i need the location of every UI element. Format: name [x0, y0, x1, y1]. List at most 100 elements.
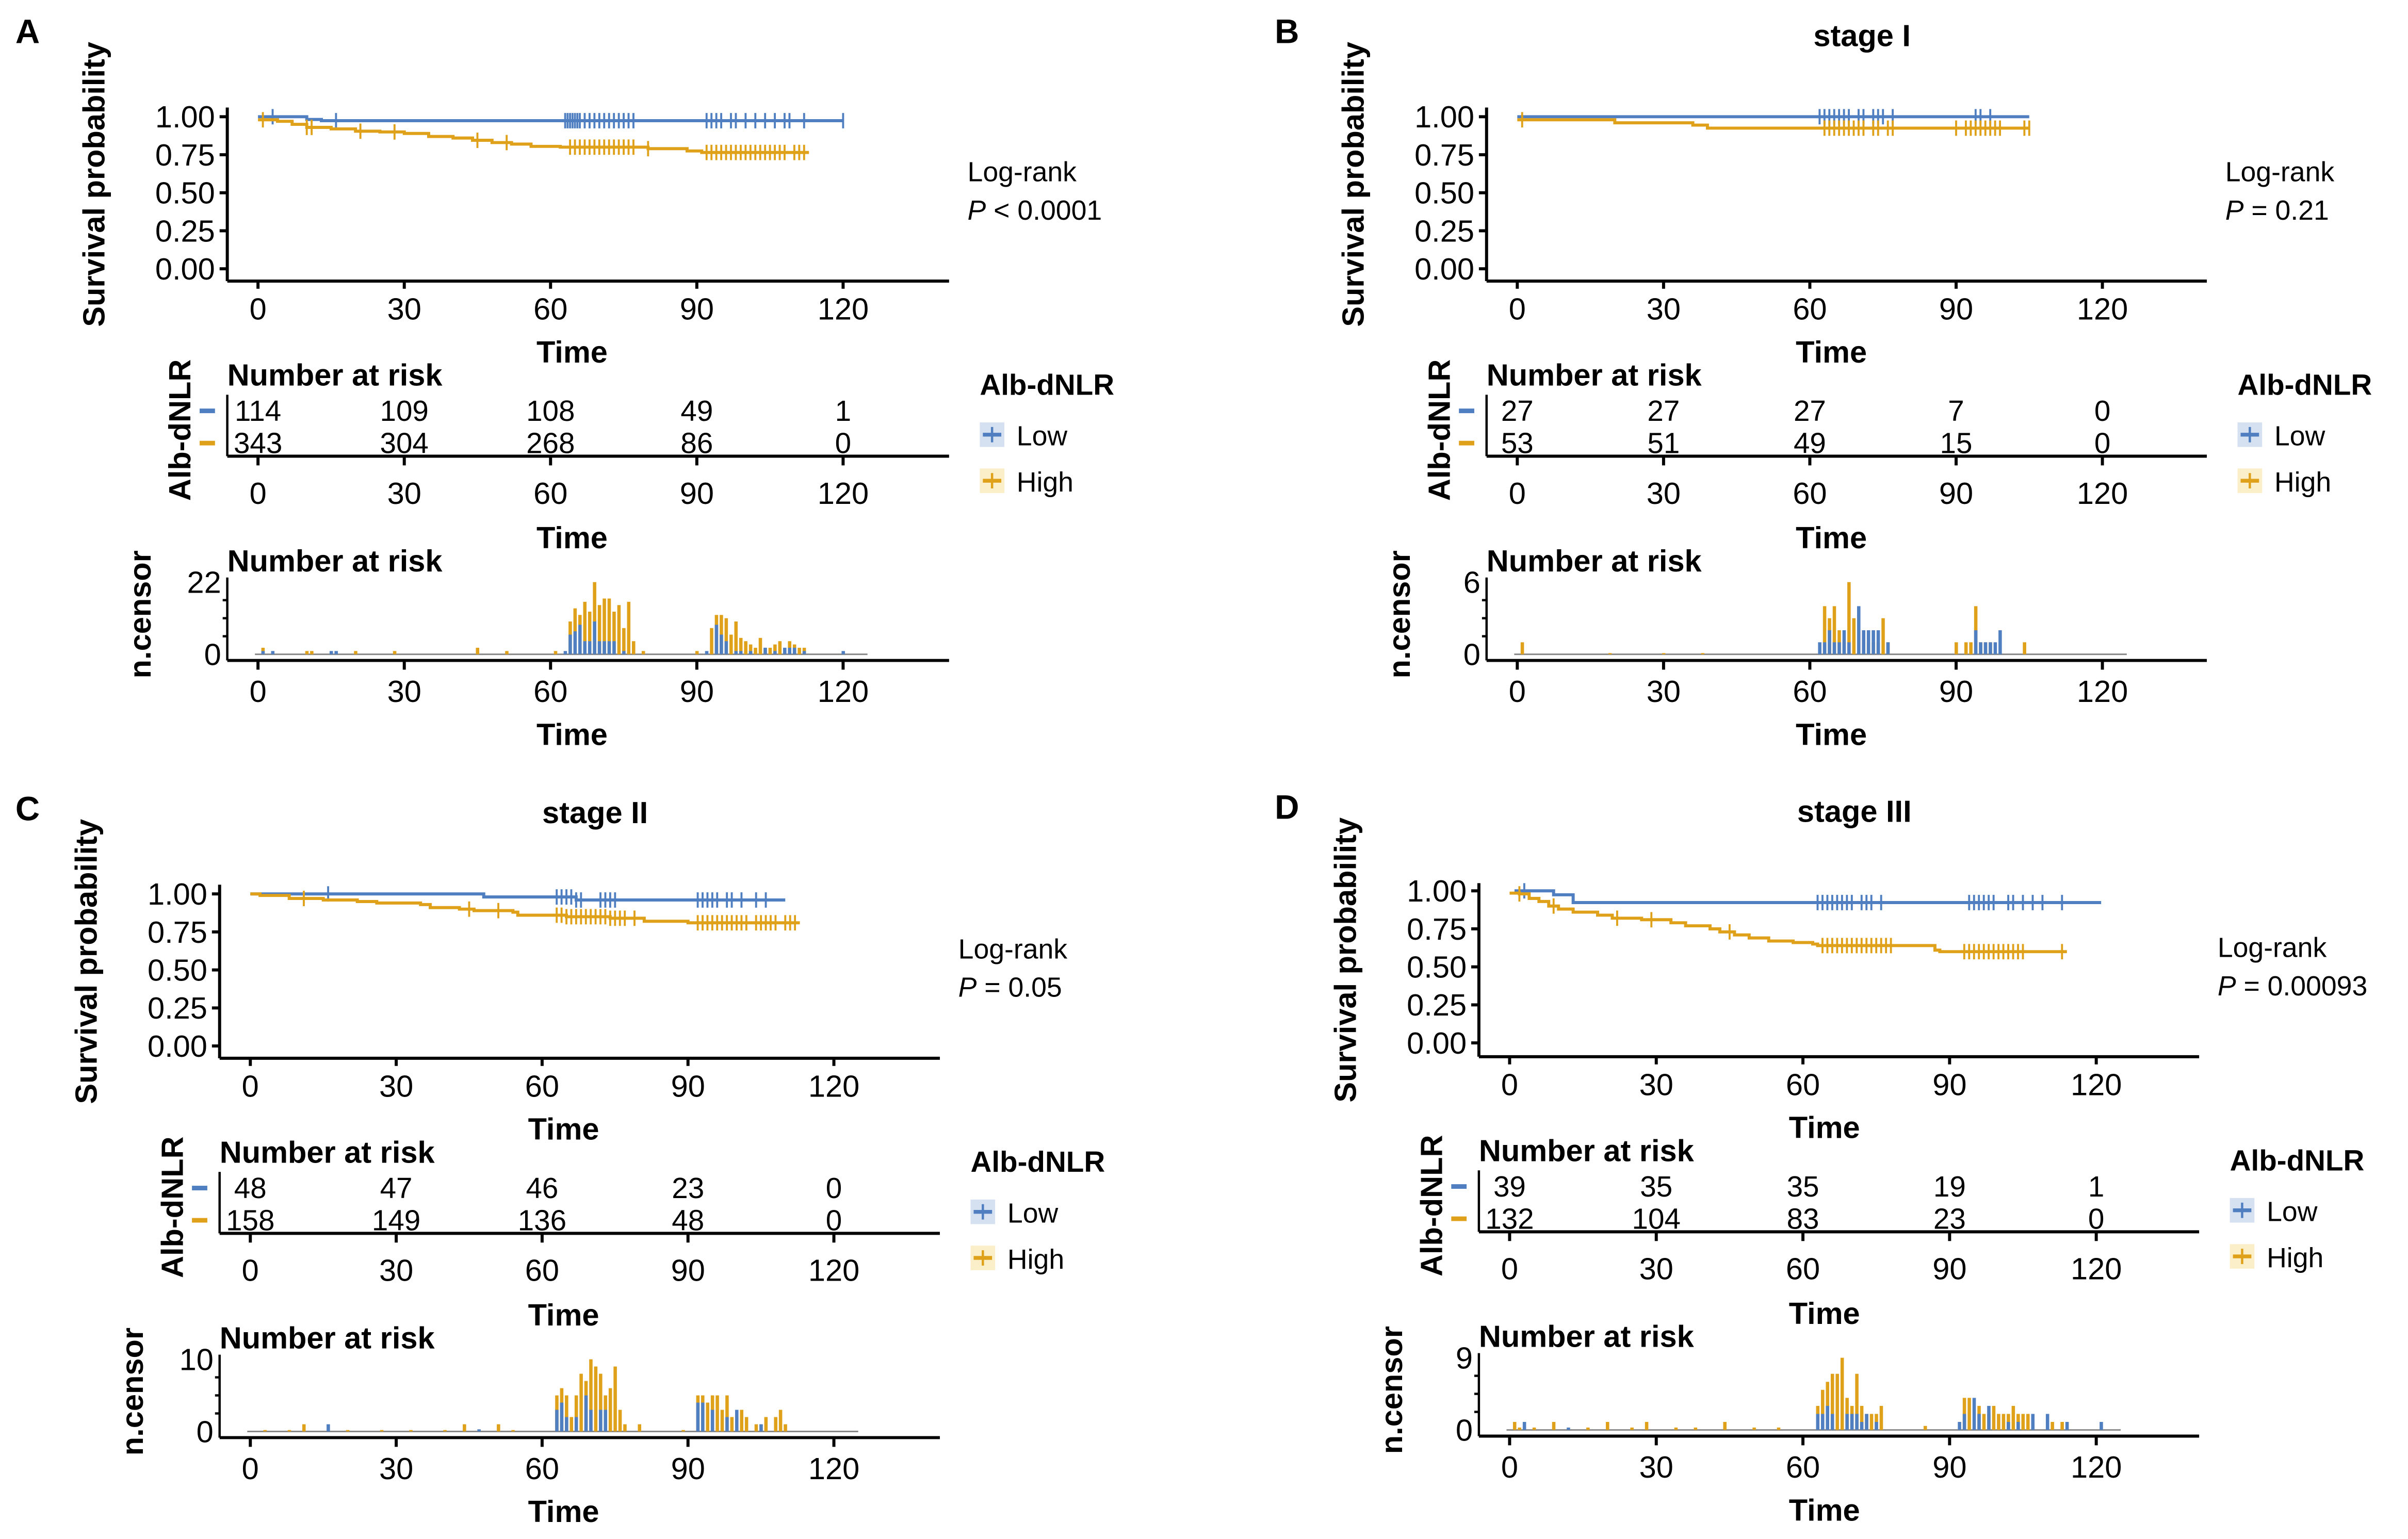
panel-title: stage I — [1813, 18, 1911, 53]
x-tick-label: 120 — [808, 1069, 859, 1103]
logrank-label: Log-rank — [968, 156, 1077, 187]
censor-x-axis-title: Time — [1796, 717, 1867, 751]
y-tick-label: 0.50 — [1407, 950, 1467, 985]
censor-bar-high — [1992, 1405, 1996, 1430]
x-tick-label: 30 — [387, 291, 421, 326]
censor-bar-high — [622, 628, 626, 654]
legend-title: Alb-dNLR — [970, 1145, 1105, 1178]
x-tick-label: 0 — [1501, 1067, 1518, 1102]
risk-value: 104 — [1632, 1202, 1681, 1235]
censor-bar-high — [1860, 1405, 1864, 1430]
censor-x-tick-label: 120 — [2071, 1450, 2122, 1484]
risk-value: 7 — [1948, 395, 1964, 427]
censor-bar-high — [778, 1410, 783, 1432]
censor-bar-high — [1674, 1427, 1678, 1430]
censor-bar-high — [1830, 1373, 1834, 1430]
y-tick-label: 0.00 — [1414, 252, 1474, 286]
p-symbol: P — [968, 195, 986, 226]
censor-x-tick-label: 0 — [1509, 674, 1526, 709]
censor-bar-low — [597, 641, 601, 654]
p-symbol: P — [958, 972, 977, 1003]
censor-bar-high — [2060, 1422, 2064, 1430]
risk-x-tick-label: 120 — [2077, 476, 2128, 511]
censor-bar-high — [554, 651, 558, 654]
risk-x-axis-title: Time — [1796, 520, 1867, 555]
risk-table-title: Number at risk — [1479, 1133, 1695, 1168]
x-tick-label: 90 — [671, 1069, 705, 1103]
censor-x-tick-label: 30 — [1639, 1450, 1673, 1484]
risk-x-tick-label: 90 — [680, 476, 714, 511]
censor-bar-high — [778, 641, 782, 654]
censor-bar-low — [1998, 630, 2002, 654]
censor-bar-low — [2065, 1422, 2069, 1430]
censor-bar-low — [2016, 1422, 2020, 1430]
censor-x-tick-label: 90 — [680, 674, 714, 709]
risk-value: 0 — [835, 427, 851, 460]
y-tick-label: 0.25 — [155, 214, 215, 248]
risk-value: 109 — [380, 395, 429, 427]
x-tick-label: 60 — [533, 291, 567, 326]
censor-bar-high — [641, 651, 645, 654]
panel-label: A — [15, 12, 40, 50]
censor-bar-low — [739, 651, 743, 654]
y-tick-label: 1.00 — [1407, 874, 1467, 908]
legend-key-low — [2237, 422, 2263, 447]
risk-table-y-title: Alb-dNLR — [1414, 1135, 1449, 1276]
legend-label: Low — [1007, 1198, 1059, 1229]
risk-x-tick-label: 0 — [1509, 476, 1526, 511]
logrank-label: Log-rank — [2218, 932, 2327, 963]
y-tick-label: 0.75 — [1407, 912, 1467, 946]
censor-bar-high — [463, 1424, 466, 1432]
x-tick-label: 60 — [1786, 1067, 1820, 1102]
y-tick-label: 0.75 — [1414, 138, 1474, 172]
legend-label: High — [2267, 1242, 2323, 1273]
risk-row-key-low — [1451, 1184, 1467, 1189]
censor-bar-low — [696, 1402, 700, 1432]
censor-bar-high — [2051, 1422, 2054, 1430]
censor-bar-high — [380, 1430, 384, 1432]
logrank-p-value: P = 0.21 — [2225, 195, 2329, 226]
censor-bar-low — [1830, 1414, 1834, 1430]
censor-x-tick-label: 60 — [1793, 674, 1827, 709]
censor-bar-low — [725, 1417, 729, 1432]
risk-x-axis-title: Time — [536, 520, 608, 555]
censor-plot-title: Number at risk — [1487, 544, 1702, 578]
censor-bar-high — [1955, 642, 1958, 654]
x-axis-title: Time — [528, 1112, 599, 1147]
y-axis-title: Survival probability — [69, 819, 104, 1104]
censor-bar-high — [1923, 1426, 1927, 1430]
censor-bar-low — [1842, 630, 1846, 654]
risk-table-title: Number at risk — [227, 357, 443, 392]
censor-bar-low — [1850, 1414, 1854, 1430]
censor-bar-low — [599, 1410, 603, 1432]
risk-row-key-high — [1451, 1216, 1467, 1221]
x-tick-label: 30 — [1639, 1067, 1673, 1102]
risk-x-axis-title: Time — [528, 1298, 599, 1332]
risk-value: 268 — [526, 427, 575, 460]
risk-row-key-low — [200, 408, 215, 414]
censor-bar-low — [749, 651, 753, 654]
risk-value: 114 — [235, 395, 281, 427]
censor-bar-high — [511, 1430, 515, 1432]
censor-bar-high — [505, 651, 509, 654]
censor-bar-high — [749, 644, 753, 654]
censor-x-tick-label: 0 — [250, 674, 267, 709]
p-text: < 0.0001 — [986, 195, 1102, 226]
y-tick-label: 0.00 — [155, 252, 215, 286]
y-tick-label: 0.00 — [1407, 1026, 1467, 1060]
y-tick-label: 0.25 — [1407, 988, 1467, 1022]
risk-value: 0 — [826, 1172, 842, 1204]
censor-bar-high — [1847, 582, 1851, 654]
censor-bar-high — [588, 611, 592, 654]
risk-x-tick-label: 120 — [818, 476, 869, 511]
censor-bar-high — [725, 1395, 729, 1432]
censor-bar-high — [744, 641, 747, 654]
y-tick-label: 0.75 — [148, 915, 207, 949]
censor-bar-low — [773, 651, 777, 654]
logrank-p-value: P = 0.05 — [958, 972, 1062, 1003]
risk-x-tick-label: 0 — [242, 1253, 259, 1288]
censor-bar-low — [584, 1395, 588, 1432]
risk-table-y-title: Alb-dNLR — [1422, 359, 1456, 501]
